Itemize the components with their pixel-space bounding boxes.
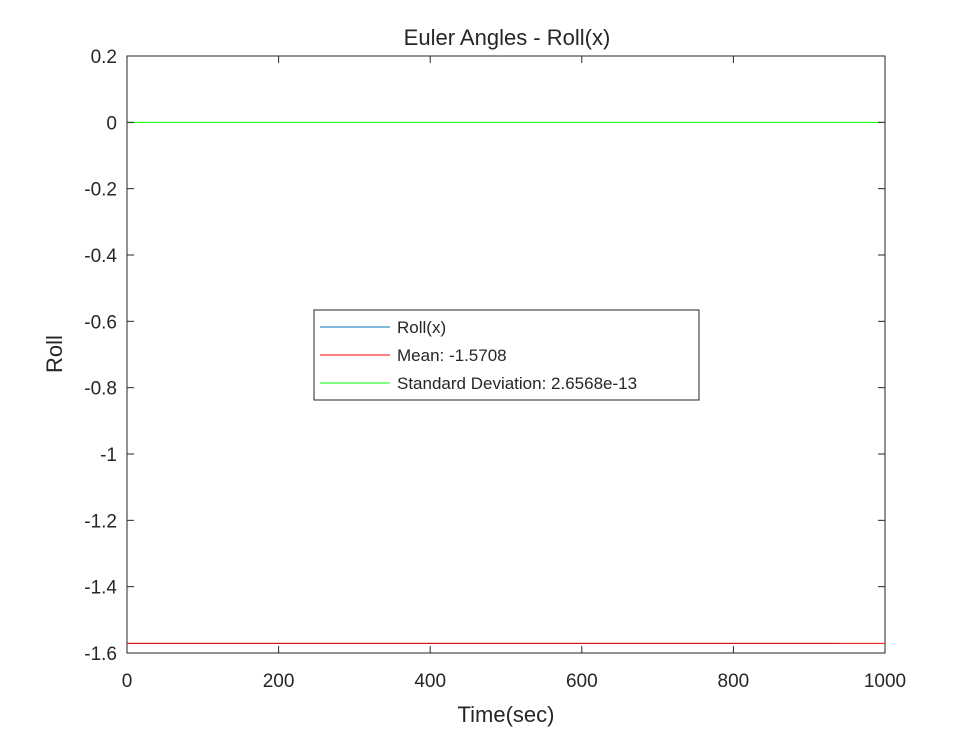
x-tick-label: 600 xyxy=(566,671,598,692)
series-layer xyxy=(127,121,885,644)
y-tick-label: -0.8 xyxy=(84,379,117,400)
legend: Roll(x) Mean: -1.5708 Standard Deviation: … xyxy=(313,309,700,401)
x-tick-label: 1000 xyxy=(864,671,906,692)
y-tick-label: 0.2 xyxy=(91,47,117,68)
y-tick-label: -1.2 xyxy=(84,511,117,532)
x-tick-label: 400 xyxy=(414,671,446,692)
legend-label-2: Mean: -1.5708 xyxy=(397,346,507,365)
y-axis-label: Roll xyxy=(42,335,67,373)
y-tick-label: -1 xyxy=(100,445,117,466)
y-tick-label: -0.2 xyxy=(84,180,117,201)
y-tick-label: -1.4 xyxy=(84,578,117,599)
x-tick-label: 800 xyxy=(718,671,750,692)
x-tick-label: 0 xyxy=(122,671,133,692)
legend-label-1: Roll(x) xyxy=(397,318,446,337)
ticks-layer: 0 200 400 600 800 1000 0.2 0 -0.2 -0.4 -0.6 -0.8 -1 -… xyxy=(84,47,906,692)
x-tick-label: 200 xyxy=(263,671,295,692)
legend-label-3: Standard Deviation: 2.6568e-13 xyxy=(397,374,637,393)
y-tick-label: -0.6 xyxy=(84,312,117,333)
y-tick-label: 0 xyxy=(106,113,117,134)
chart-title: Euler Angles - Roll(x) xyxy=(404,25,611,50)
y-tick-label: -0.4 xyxy=(84,246,117,267)
y-tick-label: -1.6 xyxy=(84,644,117,665)
x-axis-label: Time(sec) xyxy=(458,702,555,727)
